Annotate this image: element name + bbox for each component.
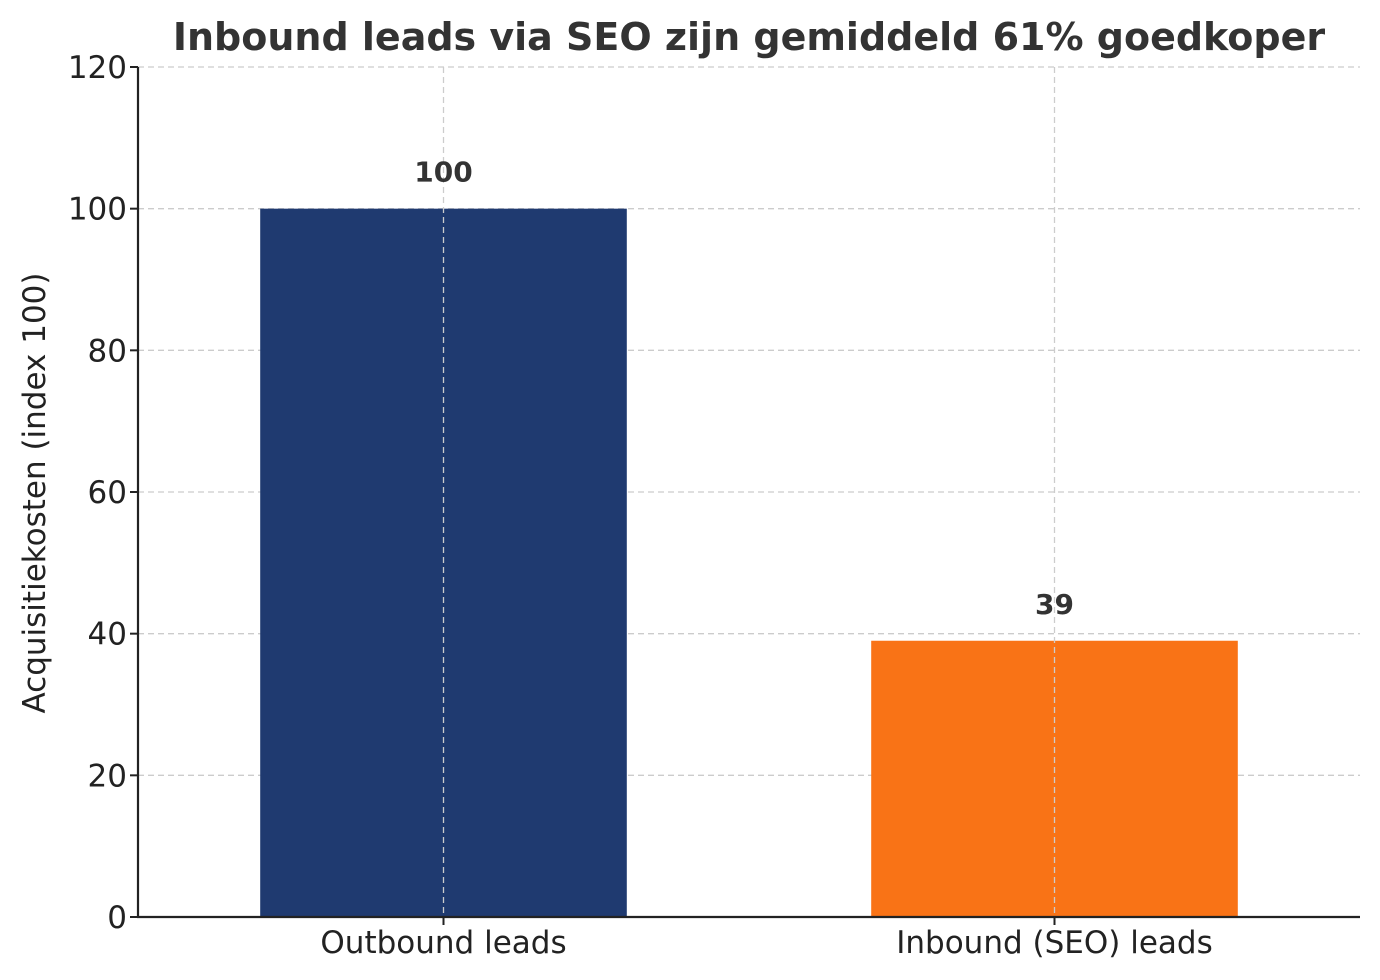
y-tick-label: 0 xyxy=(107,900,127,936)
x-tick-label: Outbound leads xyxy=(320,925,566,961)
axes: 0 20 40 60 80 100 120 Outbound leads Inbound (SE… xyxy=(68,50,1360,961)
y-tick-label: 40 xyxy=(88,617,127,653)
y-tick-label: 20 xyxy=(88,758,127,794)
bars xyxy=(260,208,1238,917)
data-label: 39 xyxy=(1035,588,1074,621)
data-label: 100 xyxy=(414,156,472,189)
x-tick-label: Inbound (SEO) leads xyxy=(896,925,1212,961)
y-tick-label: 80 xyxy=(88,333,127,369)
y-axis-label: Acquisitiekosten (index 100) xyxy=(17,273,53,714)
value-labels: 100 39 xyxy=(414,156,1074,621)
y-tick-label: 100 xyxy=(68,192,127,228)
y-tick-label: 60 xyxy=(88,475,127,511)
vertical-grid-lines xyxy=(442,67,1056,917)
y-tick-label: 120 xyxy=(68,50,127,86)
chart-title: Inbound leads via SEO zijn gemiddeld 61%… xyxy=(173,15,1326,59)
